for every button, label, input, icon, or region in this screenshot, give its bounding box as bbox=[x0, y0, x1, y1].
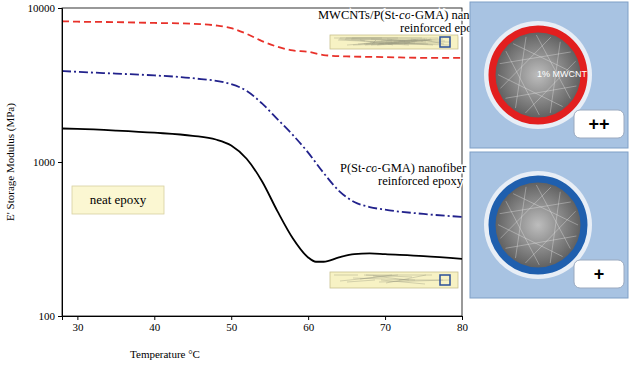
y-tick-label: 1000 bbox=[33, 156, 56, 168]
fiber bbox=[394, 42, 410, 43]
x-tick-mark bbox=[462, 316, 463, 320]
x-tick: 30 bbox=[72, 316, 84, 333]
fiber bbox=[338, 40, 428, 44]
x-axis: 30 40 50 60 70 80 bbox=[63, 316, 469, 333]
inset-panel: 1% MWCNT ++ bbox=[470, 2, 628, 148]
fiber bbox=[505, 86, 576, 98]
x-tick: 40 bbox=[149, 316, 161, 333]
y-tick-label: 100 bbox=[39, 310, 56, 322]
x-tick-mark bbox=[231, 316, 232, 320]
fiber bbox=[346, 38, 438, 39]
y-tick: 10000 bbox=[28, 2, 63, 14]
fiber bbox=[515, 37, 526, 108]
y-tick-mark bbox=[58, 162, 62, 163]
series-label: P(St-co-GMA) nanofiberreinforced epoxy bbox=[340, 161, 467, 188]
x-tick-mark bbox=[385, 316, 386, 320]
inset-background bbox=[470, 2, 628, 148]
x-tick-label: 60 bbox=[303, 321, 315, 333]
zoom-square bbox=[440, 37, 450, 47]
fiber bbox=[498, 225, 563, 257]
fiber bbox=[377, 43, 397, 45]
x-tick: 50 bbox=[226, 316, 238, 333]
fiber bbox=[500, 37, 551, 88]
fiber bbox=[351, 39, 445, 41]
fiber bbox=[500, 187, 551, 238]
sample-slab bbox=[330, 35, 458, 49]
fiber bbox=[347, 280, 375, 282]
sample-icon bbox=[330, 35, 458, 49]
x-tick-label: 40 bbox=[149, 321, 161, 333]
y-axis-line bbox=[58, 9, 63, 317]
sem-image bbox=[492, 179, 584, 271]
x-tick-label: 30 bbox=[72, 321, 84, 333]
inset-background bbox=[470, 152, 628, 298]
y-axis: 100 1000 10000 bbox=[28, 2, 63, 322]
x-tick: 70 bbox=[380, 316, 392, 333]
x-tick-label: 70 bbox=[380, 321, 392, 333]
x-tick-mark bbox=[308, 316, 309, 320]
fiber bbox=[500, 52, 571, 64]
fiber bbox=[536, 35, 570, 99]
inset-tab bbox=[574, 260, 624, 288]
zoom-square bbox=[440, 275, 450, 285]
x-tick-mark bbox=[154, 316, 155, 320]
fiber bbox=[525, 211, 575, 263]
inset-tab-label: ++ bbox=[588, 114, 609, 134]
series-label: neat epoxy bbox=[90, 192, 147, 207]
y-tick-mark bbox=[58, 8, 62, 9]
x-tick: 80 bbox=[457, 316, 469, 333]
y-tick: 100 bbox=[39, 310, 63, 322]
y-tick: 1000 bbox=[33, 156, 62, 168]
fiber bbox=[381, 280, 425, 284]
y-tick-mark bbox=[58, 316, 62, 317]
sample-slab bbox=[330, 272, 458, 288]
fiber bbox=[334, 275, 358, 276]
fiber bbox=[550, 192, 560, 263]
fiber bbox=[366, 275, 432, 276]
fiber bbox=[353, 278, 415, 280]
inset-tab-label: + bbox=[594, 264, 605, 284]
fiber bbox=[359, 43, 360, 45]
inset-label: 1% MWCNT bbox=[537, 69, 587, 79]
fiber bbox=[498, 75, 563, 107]
fiber bbox=[505, 236, 576, 248]
series-line bbox=[62, 71, 462, 217]
y-tick-label: 10000 bbox=[28, 2, 56, 14]
x-axis-title: Temperature °C bbox=[130, 348, 200, 360]
chart: 30 40 50 60 70 80 100 1000 10000 Temperature °C E'… bbox=[0, 0, 632, 366]
label-box bbox=[72, 186, 164, 214]
fiber bbox=[500, 202, 571, 214]
x-tick-label: 50 bbox=[226, 321, 238, 333]
x-tick-mark bbox=[77, 316, 78, 320]
series-line bbox=[62, 129, 462, 262]
y-axis-title: E' Storage Modulus (MPa) bbox=[4, 103, 17, 221]
fiber bbox=[379, 280, 449, 282]
x-tick: 60 bbox=[303, 316, 315, 333]
fiber bbox=[411, 39, 423, 41]
inset-tab bbox=[574, 110, 624, 138]
fiber bbox=[358, 38, 422, 39]
fiber bbox=[365, 43, 399, 45]
fiber bbox=[536, 185, 570, 249]
x-axis-line bbox=[63, 317, 463, 321]
lines bbox=[62, 21, 462, 261]
fiber bbox=[371, 43, 439, 45]
fiber bbox=[515, 187, 526, 258]
sample-icon bbox=[330, 272, 458, 288]
fiber bbox=[340, 275, 398, 281]
inset-panel: + bbox=[470, 152, 628, 298]
x-tick-label: 80 bbox=[457, 321, 469, 333]
